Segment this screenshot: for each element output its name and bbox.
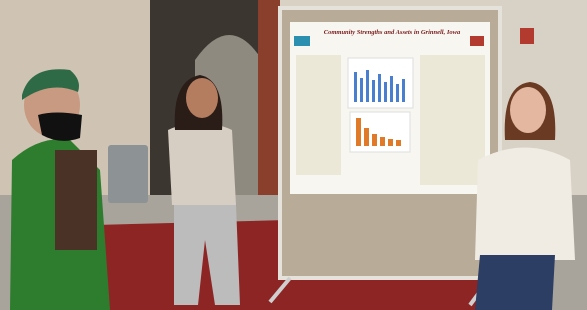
trash-can [108, 145, 148, 203]
person-face [186, 78, 218, 118]
photo: Community Strengths and Assets in Grinne… [0, 0, 587, 310]
page: {"poster": {"title": "Community Strength… [0, 0, 587, 310]
logo [470, 36, 484, 46]
text-column [420, 55, 485, 185]
brick-wall [258, 0, 280, 210]
poster-title: Community Strengths and Assets in Grinne… [324, 29, 461, 36]
person-sweater [475, 148, 575, 261]
fire-alarm [520, 28, 534, 44]
logo [294, 36, 310, 46]
text-column [296, 55, 341, 175]
person-face [510, 87, 546, 133]
person-shirt [55, 150, 97, 250]
person-jeans [475, 255, 555, 310]
person-top [168, 123, 236, 206]
